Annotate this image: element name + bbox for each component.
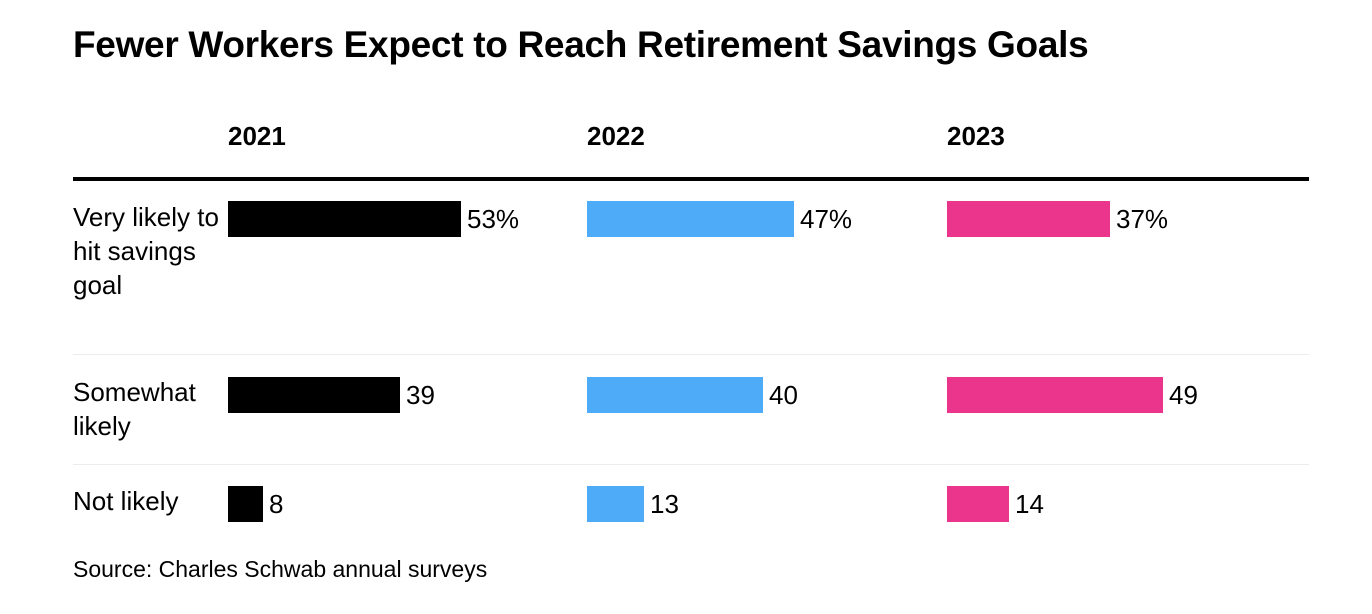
row-label-not-likely: Not likely xyxy=(73,486,179,516)
source-note: Source: Charles Schwab annual surveys xyxy=(73,556,488,582)
row-divider xyxy=(73,464,1309,465)
column-header-2021: 2021 xyxy=(228,121,286,151)
data-label-2021-row-1: 39 xyxy=(406,380,435,410)
bar-2021-row-2 xyxy=(228,486,263,522)
data-label-2021-row-0: 53% xyxy=(467,204,520,234)
column-header-2023: 2023 xyxy=(947,121,1005,151)
bar-2021-row-1 xyxy=(228,377,400,413)
data-label-2022-row-0: 47% xyxy=(800,204,853,234)
data-label-2023-row-1: 49 xyxy=(1169,380,1198,410)
bar-2021-row-0 xyxy=(228,201,461,237)
bar-2023-row-0 xyxy=(947,201,1110,237)
bar-2022-row-2 xyxy=(587,486,644,522)
data-label-2023-row-2: 14 xyxy=(1015,489,1044,519)
column-header-2022: 2022 xyxy=(587,121,645,151)
row-label-somewhat-likely: Somewhat likely xyxy=(73,377,196,441)
row-label-very-likely: Very likely to hit savings goal xyxy=(73,202,219,300)
chart-title: Fewer Workers Expect to Reach Retirement… xyxy=(73,24,1089,65)
header-rule xyxy=(73,177,1309,181)
bar-2022-row-1 xyxy=(587,377,763,413)
bar-2023-row-1 xyxy=(947,377,1163,413)
bar-2022-row-0 xyxy=(587,201,794,237)
row-divider xyxy=(73,354,1309,355)
data-label-2022-row-1: 40 xyxy=(769,380,798,410)
data-label-2022-row-2: 13 xyxy=(650,489,679,519)
data-label-2021-row-2: 8 xyxy=(269,489,284,519)
data-label-2023-row-0: 37% xyxy=(1116,204,1169,234)
bar-2023-row-2 xyxy=(947,486,1009,522)
